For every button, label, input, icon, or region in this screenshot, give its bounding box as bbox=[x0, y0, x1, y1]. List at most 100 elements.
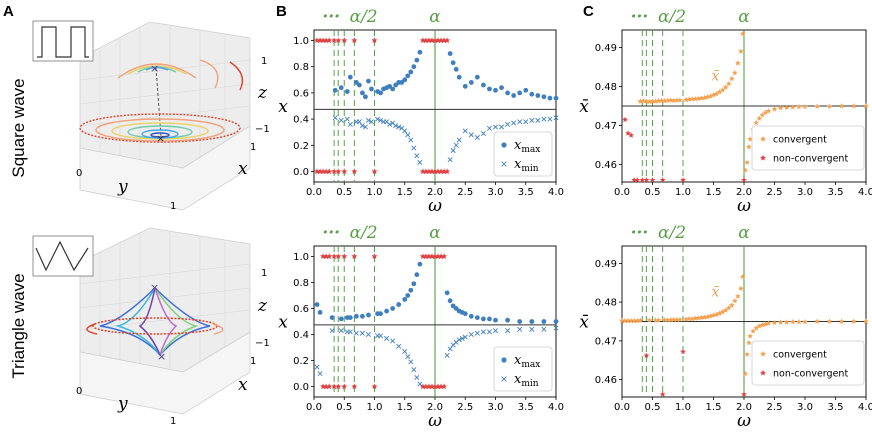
convergent-point bbox=[637, 317, 644, 323]
convergent-point bbox=[655, 97, 662, 104]
convergent-point bbox=[671, 316, 677, 322]
y-axis-label: y bbox=[117, 177, 128, 197]
xmin-point bbox=[317, 371, 323, 377]
xmax-point bbox=[360, 313, 365, 319]
xmax-point bbox=[360, 90, 365, 96]
legend: convergent non-convergent bbox=[751, 125, 865, 171]
xmax-point bbox=[414, 57, 420, 63]
convergent-point bbox=[671, 97, 677, 103]
legend-convergent-label: convergent bbox=[773, 135, 827, 146]
x-axis-label: x bbox=[238, 159, 248, 179]
x-axis-label: ω bbox=[428, 411, 442, 431]
convergent-point bbox=[814, 103, 821, 109]
xmax-point bbox=[329, 315, 335, 320]
legend-box bbox=[493, 346, 553, 392]
convergent-point bbox=[789, 318, 796, 325]
nonconvergent-point bbox=[741, 391, 747, 397]
xmax-point bbox=[338, 316, 344, 322]
convergent-point bbox=[707, 313, 714, 319]
y-axis-label: x bbox=[278, 97, 288, 117]
xmin-point bbox=[378, 117, 384, 123]
convergent-point bbox=[652, 317, 659, 323]
xmin-point bbox=[362, 124, 368, 130]
nonconvergent-point-top bbox=[422, 37, 429, 44]
convergent-point bbox=[658, 97, 665, 103]
convergent-point bbox=[719, 308, 726, 315]
x-tick-near: 1 bbox=[250, 142, 256, 153]
xmin-point bbox=[390, 338, 396, 344]
xmax-point bbox=[408, 69, 414, 75]
xmin-point bbox=[396, 343, 402, 349]
square-wave-glyph bbox=[37, 26, 89, 58]
convergent-point bbox=[742, 167, 749, 173]
nonconvergent-point-bottom bbox=[422, 383, 429, 390]
convergent-point bbox=[746, 143, 752, 150]
y-tick-label: 0.4 bbox=[293, 115, 309, 126]
nonconvergent-point-bottom bbox=[422, 168, 429, 175]
x-tick-label: 2.0 bbox=[427, 187, 443, 198]
x-tick-label: 3.0 bbox=[797, 402, 813, 413]
y-tick-label: 0.4 bbox=[293, 330, 309, 341]
convergent-point bbox=[796, 318, 802, 325]
xmax-point bbox=[417, 49, 423, 55]
convergent-point bbox=[725, 80, 732, 87]
convergent-point bbox=[640, 97, 647, 104]
y-tick-label: 0.0 bbox=[293, 382, 309, 393]
convergent-point bbox=[728, 75, 735, 82]
convergent-point bbox=[686, 96, 692, 102]
convergent-point bbox=[664, 317, 671, 323]
convergent-point bbox=[713, 90, 720, 97]
x-tick-label: 0.0 bbox=[306, 402, 322, 413]
nonconvergent-point-bottom bbox=[341, 383, 348, 390]
convergent-point bbox=[802, 318, 808, 325]
top-label-dots: ··· bbox=[631, 223, 649, 243]
xmin-point bbox=[529, 326, 535, 332]
xmin-point bbox=[329, 328, 335, 334]
nonconvergent-point bbox=[680, 177, 686, 183]
nonconvergent-point-bottom bbox=[351, 383, 358, 390]
xmin-point bbox=[353, 330, 359, 336]
x-tick-label: 3.0 bbox=[797, 187, 813, 198]
xmax-point bbox=[338, 85, 344, 91]
xmax-point bbox=[390, 86, 396, 92]
xmin-point bbox=[414, 153, 420, 159]
y-tick-label: 0.47 bbox=[595, 121, 617, 132]
top-label-alpha: α bbox=[429, 223, 441, 243]
xmin-point bbox=[365, 117, 371, 123]
xmin-point bbox=[541, 116, 547, 122]
xmin-point bbox=[417, 381, 423, 387]
convergent-point bbox=[814, 318, 821, 324]
z-tick-bottom: −1 bbox=[255, 338, 270, 349]
convergent-point bbox=[732, 298, 738, 304]
x-tick-label: 2.0 bbox=[736, 402, 752, 413]
z-tick-top: 1 bbox=[261, 268, 267, 279]
xmax-point bbox=[541, 94, 547, 100]
nonconvergent-point-bottom bbox=[435, 168, 442, 175]
y-tick-label: 1.0 bbox=[293, 252, 309, 263]
triangle-wave-glyph bbox=[35, 240, 89, 272]
x-tick-label: 0.5 bbox=[645, 187, 661, 198]
nonconvergent-point-top bbox=[419, 253, 426, 259]
xmin-point bbox=[468, 331, 474, 338]
xmin-point bbox=[405, 354, 411, 360]
y-tick-right: 1 bbox=[170, 416, 176, 427]
convergent-point bbox=[738, 48, 744, 54]
xmin-point bbox=[517, 119, 523, 125]
nonconvergent-point-top bbox=[314, 37, 321, 44]
xmin-point bbox=[492, 328, 499, 334]
convergent-point bbox=[664, 97, 671, 103]
convergent-point bbox=[756, 115, 763, 121]
xbar-annotation: x̄ bbox=[712, 69, 720, 85]
nonconvergent-point-top bbox=[435, 253, 442, 259]
xmax-point bbox=[384, 308, 389, 314]
y-tick-label: 0.48 bbox=[595, 82, 617, 93]
xmax-point bbox=[347, 74, 353, 80]
convergent-point bbox=[698, 314, 705, 321]
convergent-point bbox=[701, 314, 708, 320]
xmax-point bbox=[396, 302, 402, 307]
x-tick-label: 3.5 bbox=[828, 187, 844, 198]
xmin-point bbox=[359, 123, 365, 129]
convergent-point bbox=[747, 333, 753, 339]
xmax-point bbox=[411, 281, 417, 287]
xmin-point bbox=[499, 124, 505, 130]
